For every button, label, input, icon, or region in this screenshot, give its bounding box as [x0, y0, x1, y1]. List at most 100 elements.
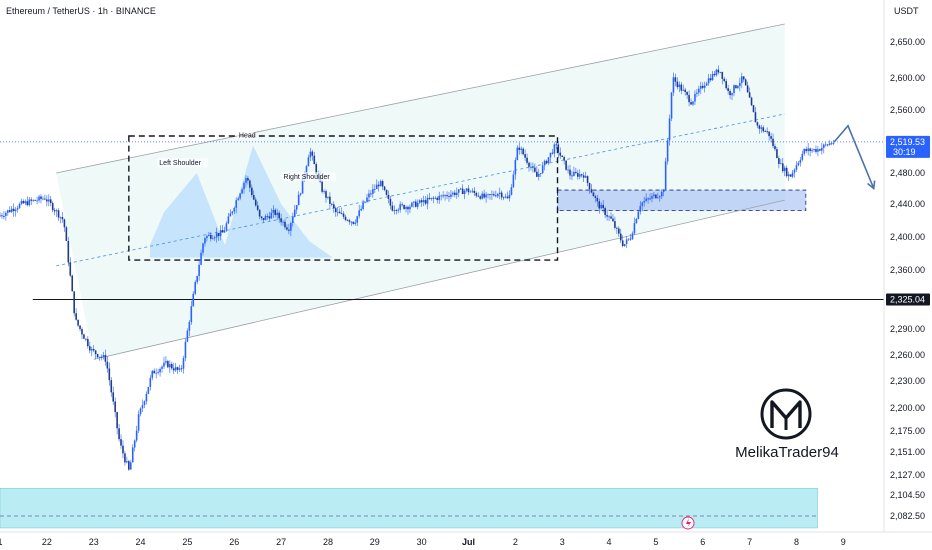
- symbol-title: Ethereum / TetherUS · 1h · BINANCE: [6, 6, 156, 16]
- candle-body: [596, 197, 599, 202]
- candle-body: [389, 198, 392, 206]
- candle-body: [739, 82, 741, 87]
- candle-body: [44, 198, 46, 200]
- candle-body: [395, 210, 398, 211]
- candle-body: [10, 208, 13, 212]
- candle-body: [557, 144, 560, 153]
- x-tick-label: 8: [794, 537, 799, 547]
- candle-body: [514, 160, 517, 175]
- candle-body: [699, 85, 702, 89]
- candle-body: [227, 216, 230, 224]
- candle-body: [740, 76, 743, 83]
- candle-body: [592, 192, 595, 197]
- candle-body: [211, 238, 214, 240]
- candle-body: [430, 197, 433, 199]
- candle-body: [713, 73, 716, 76]
- candle-body: [416, 202, 419, 207]
- candle-body: [188, 322, 191, 331]
- candle-body: [57, 210, 60, 218]
- currency-label: USDT: [894, 6, 919, 16]
- candle-body: [774, 146, 776, 150]
- y-tick-label: 2,400.00: [890, 232, 925, 242]
- candles: [0, 65, 835, 471]
- candle-body: [147, 386, 150, 394]
- lightning-icon[interactable]: [681, 516, 695, 530]
- candle-body: [543, 160, 546, 166]
- candle-body: [387, 194, 390, 199]
- candle-body: [295, 205, 298, 210]
- candle-body: [696, 92, 698, 94]
- candle-body: [692, 101, 694, 105]
- candle-body: [578, 174, 581, 177]
- channel-upper-line: [56, 23, 785, 174]
- candle-body: [715, 69, 718, 76]
- candle-body: [143, 401, 146, 406]
- candle-body: [124, 453, 126, 463]
- candle-body: [614, 221, 616, 228]
- candle-body: [565, 160, 567, 170]
- candle-body: [293, 209, 296, 217]
- candle-body: [645, 198, 647, 202]
- candle-body: [274, 209, 277, 215]
- candle-body: [657, 197, 659, 199]
- candle-body: [670, 92, 673, 119]
- candle-body: [118, 428, 120, 440]
- x-tick-label: 29: [370, 537, 380, 547]
- candle-body: [12, 208, 15, 212]
- candle-body: [299, 193, 302, 195]
- candle-body: [176, 367, 179, 370]
- candle-body: [709, 78, 712, 81]
- candle-body: [705, 83, 708, 86]
- candle-body: [352, 221, 355, 224]
- candle-body: [393, 210, 396, 211]
- candle-body: [733, 85, 735, 94]
- brand-logo: [760, 388, 812, 440]
- x-tick-label: 22: [42, 537, 52, 547]
- candle-body: [167, 361, 169, 368]
- candle-body: [772, 138, 774, 147]
- candle-body: [61, 217, 64, 220]
- candle-body: [586, 176, 589, 183]
- candle-body: [88, 346, 91, 351]
- candle-body: [139, 408, 142, 415]
- candle-body: [639, 205, 642, 212]
- y-tick-label: 2,440.00: [890, 199, 925, 209]
- candle-body: [754, 112, 757, 123]
- candle-body: [549, 152, 552, 158]
- candle-body: [781, 163, 784, 172]
- candle-body: [807, 148, 809, 152]
- candle-body: [444, 195, 446, 197]
- candle-body: [360, 208, 362, 211]
- candle-body: [223, 230, 226, 233]
- x-tick-label: 5: [653, 537, 658, 547]
- y-tick-label: 2,175.00: [890, 426, 925, 436]
- candle-body: [196, 275, 198, 283]
- candle-body: [811, 150, 813, 152]
- pattern-annotation: Right Shoulder: [281, 172, 336, 182]
- price-axis[interactable]: [884, 0, 932, 532]
- candle-body: [362, 202, 364, 209]
- candle-body: [766, 131, 768, 133]
- candle-body: [459, 188, 462, 190]
- candle-body: [805, 148, 808, 152]
- time-axis[interactable]: [0, 532, 932, 550]
- candle-body: [22, 200, 25, 204]
- candle-body: [200, 252, 202, 265]
- candle-body: [600, 204, 603, 209]
- candle-body: [701, 85, 704, 88]
- candle-body: [731, 93, 733, 96]
- candle-body: [791, 172, 794, 177]
- candle-body: [502, 197, 505, 199]
- x-tick-label: 28: [323, 537, 333, 547]
- projection-arrowhead: [867, 180, 876, 191]
- candle-body: [329, 196, 331, 204]
- candle-body: [46, 199, 48, 202]
- candle-body: [67, 240, 70, 263]
- candle-body: [356, 216, 359, 223]
- candle-body: [131, 447, 134, 463]
- candle-body: [625, 239, 628, 244]
- candle-body: [276, 212, 278, 215]
- candle-body: [7, 210, 9, 213]
- y-tick-label: 2,560.00: [890, 105, 925, 115]
